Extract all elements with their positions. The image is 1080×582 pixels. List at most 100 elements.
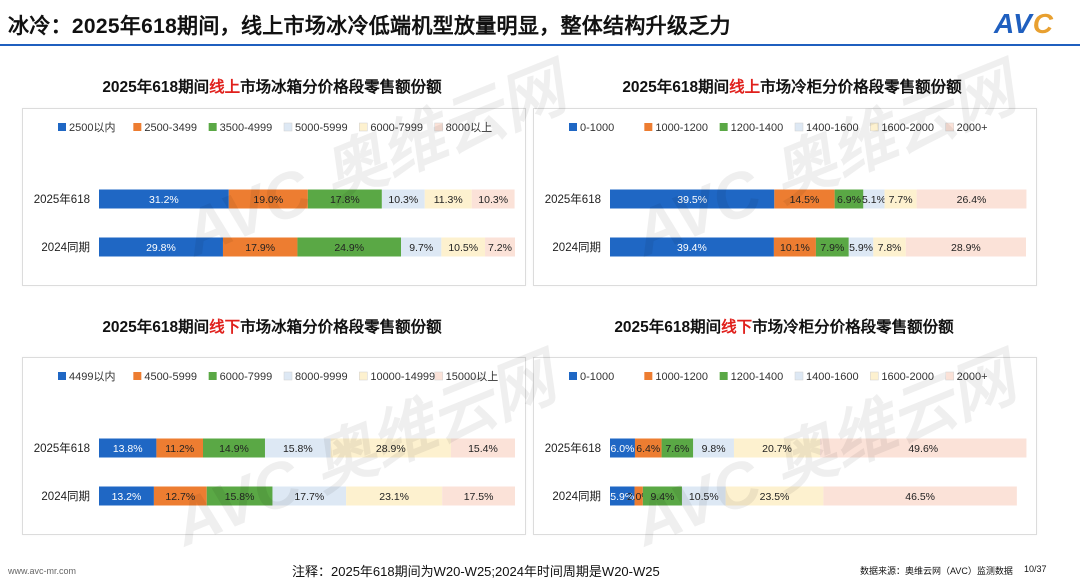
bar-segment-1200-1400 xyxy=(642,486,682,506)
data-label: 5.9% xyxy=(610,491,634,503)
bar-segment-4499 xyxy=(99,486,154,506)
legend-label: 1400-1600 xyxy=(806,371,859,383)
data-label: 15.4% xyxy=(468,443,498,455)
bar-segment-1200-1400 xyxy=(815,237,849,257)
chart-title-prefix: 2025年618期间 xyxy=(622,79,730,96)
bar-segment-3500-4999 xyxy=(307,189,382,209)
bar-segment-2500 xyxy=(99,189,229,209)
bar-segment-1600-2000 xyxy=(884,189,917,209)
bar-segment-1400-1600 xyxy=(693,438,734,458)
data-label: 49.6% xyxy=(908,443,938,455)
bar-segment-2000 xyxy=(916,189,1027,209)
chart-title-highlight: 线上 xyxy=(729,79,761,96)
offline-freezer-chart: 0-1000 1000-1200 1200-1400 1400-1600 1600-20… xyxy=(545,371,1027,506)
data-label: 17.9% xyxy=(245,242,275,254)
footer-source: 数据来源：奥维云网（AVC）监测数据 xyxy=(860,566,1013,576)
bar-segment-1200-1400 xyxy=(834,189,864,209)
data-label: 14.9% xyxy=(219,443,249,455)
data-label: 24.9% xyxy=(334,242,364,254)
chart-title-highlight: 线上 xyxy=(209,79,241,96)
bar-segment-8000 xyxy=(485,237,515,257)
title-divider xyxy=(0,44,1080,46)
bar-segment-1400-1600 xyxy=(863,189,885,209)
chart-title-prefix: 2025年618期间 xyxy=(102,319,210,336)
data-label: 6.9% xyxy=(837,194,861,206)
online-fridge-chart: 2500以内 2500-3499 3500-4999 5000-5999 6000-79… xyxy=(34,120,515,257)
data-label: 10.5% xyxy=(448,242,478,254)
chart-title-suffix: 市场冷柜分价格段零售额份额 xyxy=(760,79,962,96)
category-label: 2025年618 xyxy=(545,192,601,206)
legend-swatch-4499 xyxy=(58,372,66,380)
bar-segment-4500-5999 xyxy=(156,438,203,458)
data-label: 39.5% xyxy=(677,194,707,206)
chart-title-prefix: 2025年618期间 xyxy=(614,319,722,336)
bar-segment-2000 xyxy=(905,237,1026,257)
chart-title-suffix: 市场冰箱分价格段零售额份额 xyxy=(240,319,442,336)
legend-label: 1200-1400 xyxy=(731,122,784,134)
bar-segment-5000-5999 xyxy=(401,237,442,257)
legend-label: 15000以上 xyxy=(446,370,499,383)
legend-label: 3500-4999 xyxy=(220,122,273,134)
data-label: 14.5% xyxy=(790,194,820,206)
bar-segment-8000-9999 xyxy=(272,486,347,506)
data-label: 7.8% xyxy=(878,242,902,254)
data-label: 7.7% xyxy=(889,194,913,206)
bar-segment-6000-7999 xyxy=(441,237,486,257)
legend-swatch-6000-7999 xyxy=(208,372,217,380)
data-label: 13.2% xyxy=(112,491,142,503)
bar-segment-10000-14999 xyxy=(346,486,443,506)
data-label: 11.2% xyxy=(165,443,194,455)
data-label: 10.5% xyxy=(689,491,719,503)
legend-swatch-8000-9999 xyxy=(283,371,293,381)
legend-swatch-1200-1400 xyxy=(719,123,728,131)
category-label: 2025年618 xyxy=(34,441,90,455)
data-label: 6.4% xyxy=(636,443,660,455)
chart-title-highlight: 线下 xyxy=(209,319,241,336)
logo-accent-text: C xyxy=(1032,8,1054,39)
legend-swatch-2000 xyxy=(945,122,954,132)
legend-swatch-3500-4999 xyxy=(208,123,217,131)
legend-label: 2000+ xyxy=(957,371,988,383)
chart-panel-offline-freezer: 0-1000 1000-1200 1200-1400 1400-1600 1600-20… xyxy=(533,357,1037,535)
legend-swatch-1600-2000 xyxy=(870,371,879,381)
chart-panel-offline-fridge: 4499以内 4500-5999 6000-7999 8000-9999 10000-1… xyxy=(22,357,526,535)
chart-title-highlight: 线下 xyxy=(721,319,753,336)
data-label: 20.7% xyxy=(762,443,792,455)
legend-label: 5000-5999 xyxy=(295,122,348,134)
avc-logo: AVC xyxy=(994,8,1054,40)
category-label: 2025年618 xyxy=(34,192,90,206)
bar-segment-1000-1200 xyxy=(634,486,643,506)
data-label: 17.7% xyxy=(294,491,324,503)
legend-label: 6000-7999 xyxy=(220,371,273,383)
bar-segment-2000 xyxy=(820,438,1027,458)
legend-label: 1600-2000 xyxy=(881,371,934,383)
legend-label: 1000-1200 xyxy=(655,371,708,383)
legend-label: 1600-2000 xyxy=(881,122,934,134)
bar-segment-15000 xyxy=(442,486,515,506)
data-label: 46.5% xyxy=(905,491,935,503)
legend-label: 10000-14999 xyxy=(370,371,435,383)
bar-segment-1400-1600 xyxy=(848,237,874,257)
legend-label: 2000+ xyxy=(957,122,988,134)
bar-segment-0-1000 xyxy=(610,486,635,506)
legend-label: 1400-1600 xyxy=(806,122,859,134)
footer-website: www.avc-mr.com xyxy=(8,566,77,576)
bar-segment-1000-1200 xyxy=(773,237,816,257)
legend-label: 8000以上 xyxy=(446,121,492,134)
data-label: 17.5% xyxy=(464,491,494,503)
legend-swatch-1000-1200 xyxy=(644,123,653,131)
chart-title-suffix: 市场冰箱分价格段零售额份额 xyxy=(240,79,442,96)
category-label: 2024同期 xyxy=(41,241,90,254)
legend-label: 2500-3499 xyxy=(144,122,197,134)
data-label: 10.3% xyxy=(478,194,508,206)
data-label: 15.8% xyxy=(225,491,255,503)
footer-note: 注释：2025年618期间为W20-W25;2024年时间周期是W20-W25 xyxy=(292,564,660,579)
bar-segment-1600-2000 xyxy=(725,486,824,506)
legend-swatch-2500-3499 xyxy=(133,123,142,131)
legend-swatch-1200-1400 xyxy=(719,372,728,380)
legend-swatch-6000-7999 xyxy=(359,122,368,132)
bar-segment-6000-7999 xyxy=(206,486,273,506)
legend-label: 1200-1400 xyxy=(731,371,784,383)
legend-swatch-4500-5999 xyxy=(133,372,142,380)
legend-label: 2500以内 xyxy=(69,120,115,134)
